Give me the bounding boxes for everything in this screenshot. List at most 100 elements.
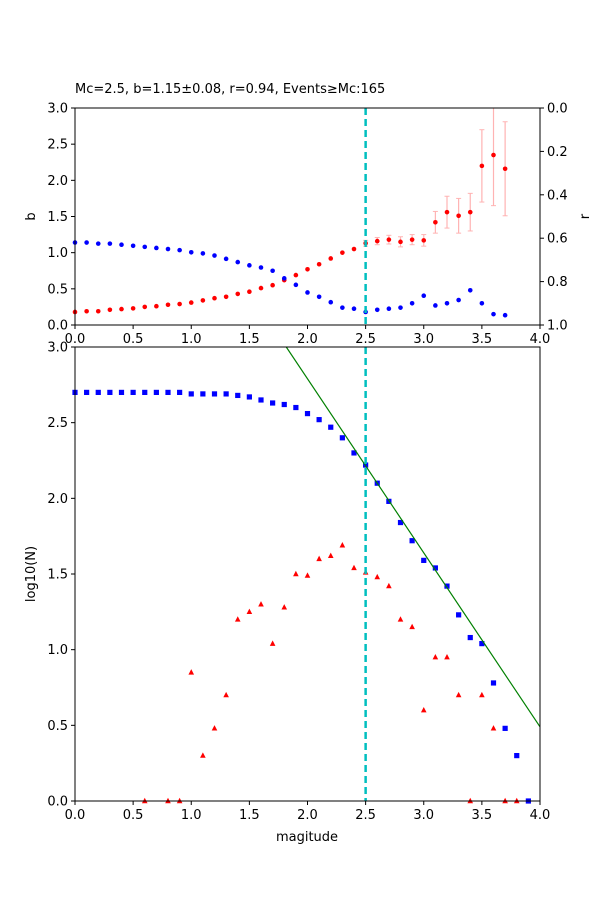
y-tick-label: 2.5 xyxy=(47,138,68,153)
b-point xyxy=(340,250,345,255)
x-tick-label: 0.0 xyxy=(65,332,86,347)
cumulative-point xyxy=(479,641,485,647)
x-tick-label: 1.5 xyxy=(239,808,260,823)
y-tick-label: 2.0 xyxy=(47,174,68,189)
non-cumulative-point xyxy=(409,623,415,630)
cumulative-point xyxy=(397,519,404,526)
cumulative-point xyxy=(107,389,113,395)
b-point xyxy=(142,304,148,310)
non-cumulative-point xyxy=(211,725,218,731)
r-point xyxy=(95,241,101,246)
r-point xyxy=(223,256,229,262)
y-axis-label: log10(N) xyxy=(24,546,39,602)
b-point xyxy=(351,246,357,252)
b-point xyxy=(328,256,334,261)
r-point xyxy=(84,240,89,245)
x-tick-label: 0.0 xyxy=(65,808,86,823)
r-point xyxy=(130,243,136,249)
x-tick-label: 0.5 xyxy=(123,808,144,823)
b-point xyxy=(154,303,159,309)
non-cumulative-point xyxy=(386,582,392,589)
y-right-tick-label: 0.6 xyxy=(547,232,568,247)
r-point xyxy=(177,247,182,253)
non-cumulative-point xyxy=(351,564,357,571)
y-tick-label: 2.5 xyxy=(47,416,68,431)
r-point xyxy=(421,293,427,299)
y-tick-label: 0.0 xyxy=(47,795,68,810)
non-cumulative-point xyxy=(316,555,322,562)
non-cumulative-point xyxy=(374,573,381,580)
non-cumulative-point xyxy=(293,570,299,577)
non-cumulative-point xyxy=(339,542,346,548)
non-cumulative-point xyxy=(269,640,276,646)
r-point xyxy=(235,259,241,265)
b-point xyxy=(456,213,461,219)
x-tick-label: 1.0 xyxy=(181,808,202,823)
b-value-panel: 0.0 0.5 1.0 1.5 2.0 2.5 3.0 3.5 4.0 0.0 0.5 1.0 1.5 2… xyxy=(24,102,593,348)
y-right-tick-label: 1.0 xyxy=(547,319,568,334)
r-point xyxy=(398,305,403,310)
b-point xyxy=(305,267,310,272)
b-point xyxy=(212,295,217,301)
y-tick-label: 1.5 xyxy=(47,210,68,225)
r-point xyxy=(107,241,113,246)
y-tick-label: 2.0 xyxy=(47,492,68,507)
non-cumulative-point xyxy=(432,654,439,660)
y-axis-label: b xyxy=(24,212,39,220)
cumulative-point xyxy=(444,583,450,589)
r-point xyxy=(293,282,299,288)
cumulative-point xyxy=(130,389,136,395)
x-tick-label: 3.0 xyxy=(413,808,434,823)
r-point xyxy=(340,305,345,310)
r-point xyxy=(444,301,450,306)
cumulative-point xyxy=(211,391,218,397)
b-point xyxy=(247,289,252,295)
r-point xyxy=(502,312,508,318)
cumulative-point xyxy=(339,435,345,441)
y-right-tick-label: 0.4 xyxy=(547,188,568,203)
cumulative-point xyxy=(223,391,229,397)
y-right-tick-label: 0.0 xyxy=(547,102,568,117)
y-tick-label: 1.5 xyxy=(47,568,68,583)
chart-title: Mc=2.5, b=1.15±0.08, r=0.94, Events≥Mc:1… xyxy=(75,82,385,97)
r-point xyxy=(270,268,275,274)
b-point xyxy=(130,306,136,311)
r-point xyxy=(316,294,322,300)
b-point xyxy=(491,152,496,158)
x-tick-label: 4.0 xyxy=(530,332,551,347)
r-point xyxy=(479,301,485,306)
r-point xyxy=(258,265,264,270)
cumulative-point xyxy=(200,391,206,397)
non-cumulative-point xyxy=(420,707,427,713)
r-point xyxy=(154,245,159,251)
non-cumulative-point xyxy=(281,604,288,610)
b-point xyxy=(467,209,473,215)
b-point xyxy=(386,237,392,242)
y-right-tick-label: 0.8 xyxy=(547,275,568,290)
cumulative-point xyxy=(293,404,299,411)
x-tick-label: 1.0 xyxy=(181,332,202,347)
x-tick-label: 2.5 xyxy=(355,332,376,347)
r-point xyxy=(409,301,415,306)
b-point xyxy=(95,308,101,314)
b-point xyxy=(444,209,450,215)
b-point xyxy=(188,300,194,305)
r-point xyxy=(142,244,148,250)
y-right-tick-label: 0.2 xyxy=(547,145,568,160)
cumulative-point xyxy=(351,450,357,456)
cumulative-point xyxy=(142,389,148,395)
cumulative-point xyxy=(316,417,322,423)
r-point xyxy=(212,253,217,258)
non-cumulative-point xyxy=(188,669,195,675)
cumulative-point xyxy=(188,391,194,397)
x-axis-label: magitude xyxy=(276,830,338,845)
non-cumulative-point xyxy=(327,552,334,559)
non-cumulative-point xyxy=(200,752,206,758)
cumulative-point xyxy=(235,392,241,399)
non-cumulative-point xyxy=(455,691,462,698)
r-point xyxy=(328,299,334,305)
non-cumulative-point xyxy=(223,691,229,698)
r-point xyxy=(467,287,473,293)
y-tick-label: 3.0 xyxy=(47,102,68,117)
